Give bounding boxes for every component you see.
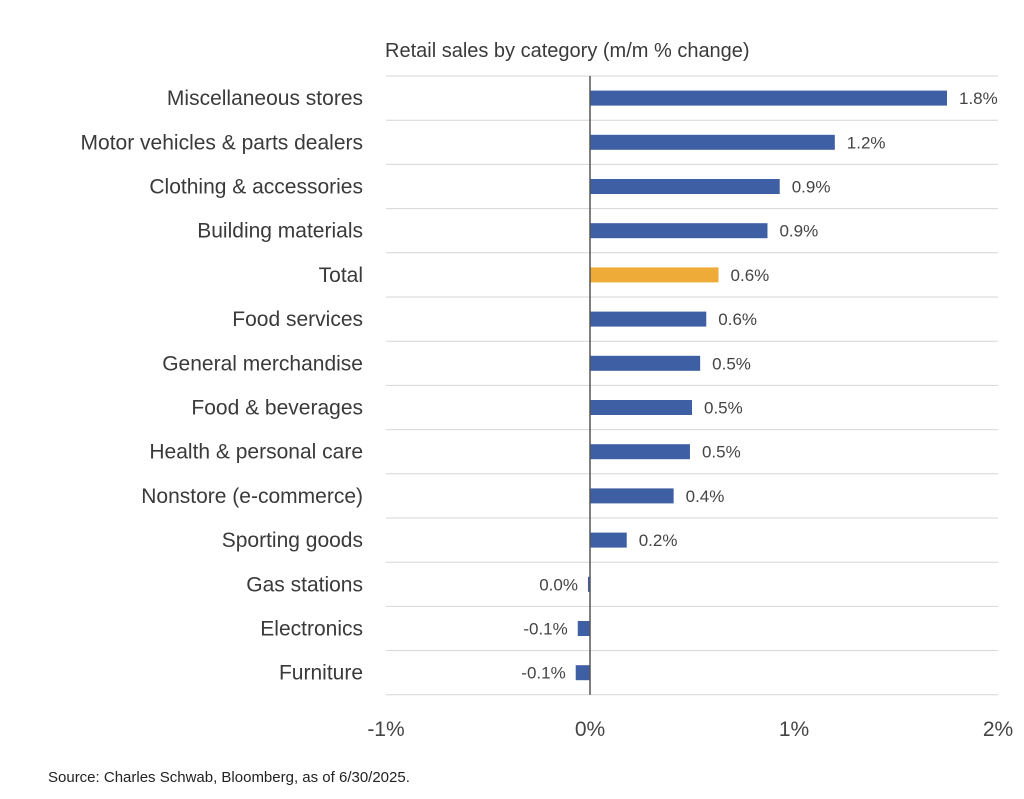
category-label: Nonstore (e-commerce) bbox=[141, 485, 363, 508]
value-label: 1.8% bbox=[959, 89, 998, 108]
value-label: 0.9% bbox=[779, 222, 818, 241]
bars bbox=[575, 90, 947, 681]
category-label: Gas stations bbox=[246, 573, 363, 596]
value-label: 0.0% bbox=[539, 575, 578, 594]
bar-nonstore-e-commerce bbox=[590, 488, 674, 504]
bar-motor-vehicles-parts-dealers bbox=[590, 134, 835, 150]
value-label: 0.5% bbox=[712, 354, 751, 373]
value-label: 0.5% bbox=[704, 399, 743, 418]
category-label: Electronics bbox=[260, 618, 363, 641]
category-label: Miscellaneous stores bbox=[167, 87, 363, 110]
category-label: Health & personal care bbox=[149, 441, 363, 464]
bar-electronics bbox=[577, 621, 590, 636]
bar-sporting-goods bbox=[590, 532, 627, 548]
bar-furniture bbox=[575, 665, 590, 681]
value-label: 0.6% bbox=[718, 310, 757, 329]
value-label: -0.1% bbox=[523, 620, 567, 639]
bar-food-services bbox=[590, 311, 707, 327]
bar-miscellaneous-stores bbox=[590, 90, 947, 106]
category-label: Sporting goods bbox=[222, 529, 363, 552]
x-tick-label: 1% bbox=[779, 718, 809, 741]
category-labels: Miscellaneous stores Motor vehicles & par… bbox=[81, 87, 363, 685]
x-tick-label: 2% bbox=[983, 718, 1013, 741]
bar-food-beverages bbox=[590, 400, 692, 415]
category-label: Motor vehicles & parts dealers bbox=[81, 131, 363, 154]
x-tick-label: 0% bbox=[575, 718, 605, 741]
category-label: Building materials bbox=[197, 220, 363, 243]
category-label: Clothing & accessories bbox=[149, 176, 363, 199]
value-label: 1.2% bbox=[847, 133, 886, 152]
bar-building-materials bbox=[590, 223, 768, 239]
category-label: Total bbox=[319, 264, 363, 287]
category-label: Furniture bbox=[279, 662, 363, 685]
category-label: General merchandise bbox=[162, 352, 363, 375]
value-label: 0.9% bbox=[792, 178, 831, 197]
source-note: Source: Charles Schwab, Bloomberg, as of… bbox=[48, 769, 410, 786]
value-label: 0.2% bbox=[639, 531, 678, 550]
bar-health-personal-care bbox=[590, 444, 690, 460]
grid-lines bbox=[386, 75, 998, 696]
chart-title: Retail sales by category (m/m % change) bbox=[385, 40, 750, 62]
value-label: -0.1% bbox=[521, 664, 565, 683]
x-tick-labels: -1% 0% 1% 2% bbox=[367, 718, 1013, 741]
bar-clothing-accessories bbox=[590, 179, 780, 194]
category-label: Food & beverages bbox=[191, 397, 363, 420]
category-label: Food services bbox=[232, 308, 363, 331]
value-label: 0.4% bbox=[686, 487, 725, 506]
bar-total bbox=[590, 267, 719, 283]
value-label: 0.5% bbox=[702, 443, 741, 462]
bar-general-merchandise bbox=[590, 355, 701, 371]
x-tick-label: -1% bbox=[367, 718, 404, 741]
bar-gas-stations bbox=[587, 576, 590, 592]
value-labels: 1.8% 1.2% 0.9% 0.9% 0.6% 0.6% 0.5% 0.5% 0.5% 0.4%… bbox=[521, 89, 997, 683]
value-label: 0.6% bbox=[731, 266, 770, 285]
